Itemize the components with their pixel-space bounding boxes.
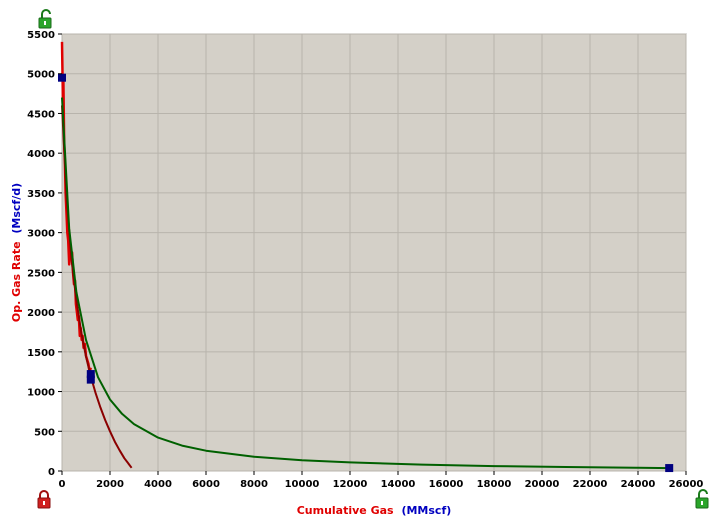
x-axis-name: Cumulative Gas xyxy=(297,504,394,517)
y-tick-label: 4000 xyxy=(27,149,55,160)
x-tick-label: 26000 xyxy=(669,479,704,490)
x-axis-unit: (MMscf) xyxy=(401,504,451,517)
y-tick-label: 500 xyxy=(34,427,55,438)
y-tick-label: 4500 xyxy=(27,109,55,120)
x-tick-label: 6000 xyxy=(192,479,220,490)
grid xyxy=(61,33,687,472)
x-tick-label: 14000 xyxy=(381,479,416,490)
x-tick-label: 16000 xyxy=(429,479,464,490)
unlock-icon[interactable] xyxy=(38,9,52,29)
x-tick-label: 4000 xyxy=(144,479,172,490)
x-tick-label: 24000 xyxy=(621,479,656,490)
y-tick-label: 5500 xyxy=(27,30,55,41)
y-axis-title: Op. Gas Rate (Mscf/d) xyxy=(10,183,23,322)
x-axis-title: Cumulative Gas (MMscf) xyxy=(297,504,452,517)
x-tick-label: 22000 xyxy=(573,479,608,490)
y-tick-label: 5000 xyxy=(27,70,55,81)
x-tick-label: 10000 xyxy=(285,479,320,490)
x-tick-label: 12000 xyxy=(333,479,368,490)
y-axis-name: Op. Gas Rate xyxy=(10,241,23,322)
y-tick-label: 3000 xyxy=(27,229,55,240)
x-tick-label: 20000 xyxy=(525,479,560,490)
series-line-2 xyxy=(61,105,133,469)
y-axis-ticks: 0 500 1000 1500 2000 2500 3000 3500 4000 4500 5000… xyxy=(27,30,62,478)
series-layer xyxy=(60,41,670,470)
data-marker xyxy=(86,375,95,384)
series-line-3 xyxy=(61,97,670,470)
x-axis-ticks: 0 2000 4000 6000 8000 10000 12000 14000 16000 180… xyxy=(59,471,704,490)
data-marker xyxy=(58,73,66,82)
data-marker xyxy=(86,370,95,379)
data-marker xyxy=(665,464,674,473)
y-tick-label: 0 xyxy=(48,467,55,478)
marker-layer xyxy=(58,73,674,473)
x-tick-label: 0 xyxy=(59,479,66,490)
y-tick-label: 2500 xyxy=(27,268,55,279)
x-tick-label: 8000 xyxy=(240,479,268,490)
plot-area xyxy=(61,33,687,472)
y-axis-unit: (Mscf/d) xyxy=(10,183,23,234)
lock-icon[interactable] xyxy=(37,490,51,509)
y-tick-label: 2000 xyxy=(27,308,55,319)
y-tick-label: 1000 xyxy=(27,388,55,399)
unlock-icon[interactable] xyxy=(695,489,709,509)
y-tick-label: 1500 xyxy=(27,348,55,359)
x-tick-label: 18000 xyxy=(477,479,512,490)
y-tick-label: 3500 xyxy=(27,189,55,200)
x-tick-label: 2000 xyxy=(96,479,124,490)
